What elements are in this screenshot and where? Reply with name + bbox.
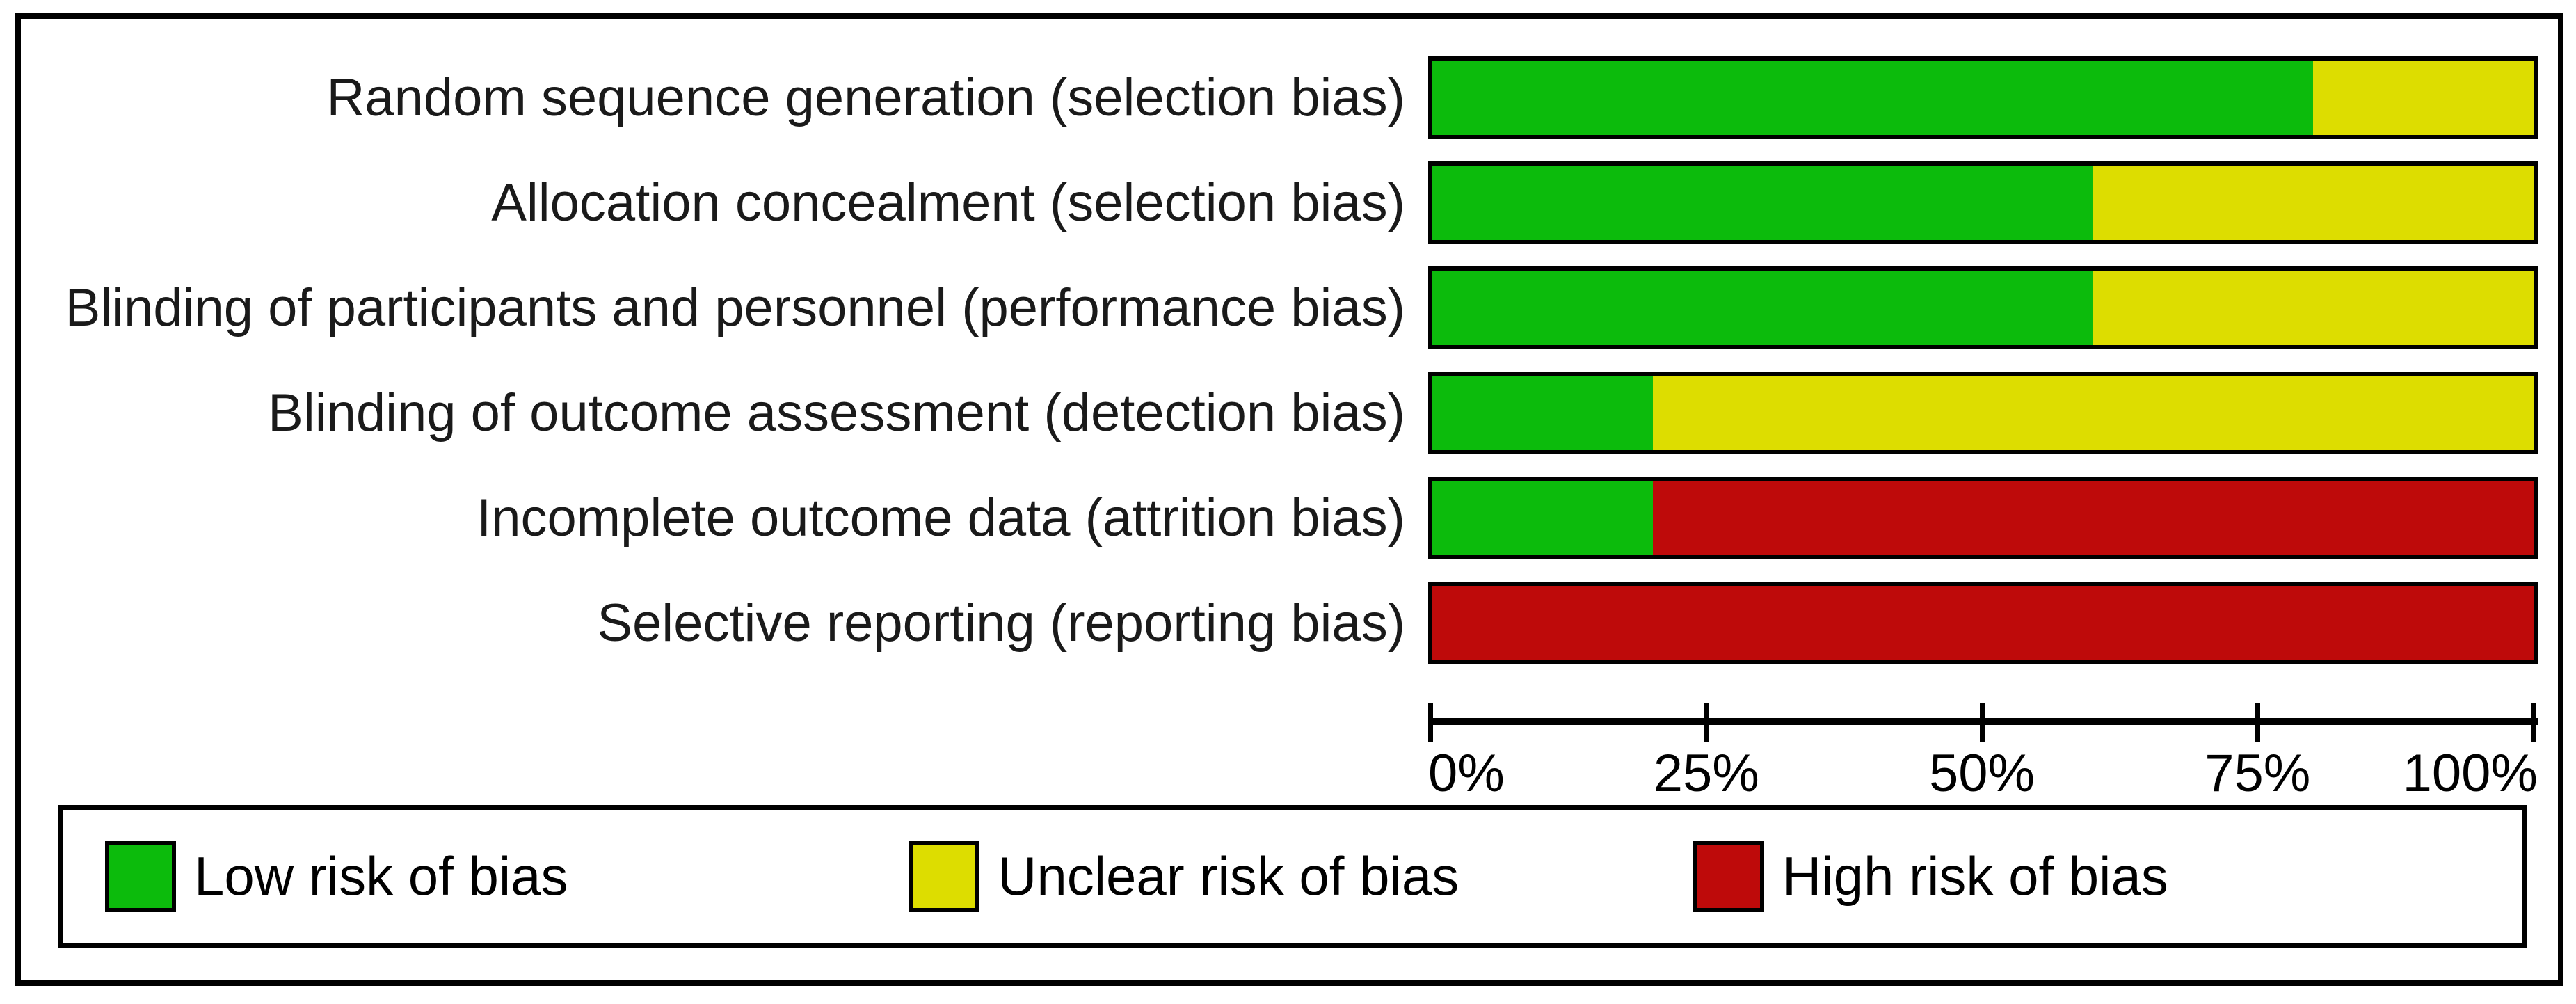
legend-entry-high: High risk of bias [1693, 810, 2168, 943]
bar-segment-low [1432, 61, 2314, 135]
legend-swatch-high [1693, 840, 1764, 912]
legend-swatch-low [105, 840, 176, 912]
axis-tick-label: 0% [1428, 744, 1505, 803]
category-label: Random sequence generation (selection bi… [326, 68, 1405, 127]
axis-tick [2255, 703, 2260, 742]
bar [1428, 582, 2538, 664]
axis-tick [2531, 703, 2536, 742]
bar-segment-high [1652, 481, 2534, 555]
category-label: Incomplete outcome data (attrition bias) [477, 488, 1405, 548]
legend-entry-low: Low risk of bias [105, 810, 568, 943]
legend-label: High risk of bias [1782, 845, 2168, 907]
axis-tick [1704, 703, 1709, 742]
bar [1428, 56, 2538, 139]
bar-segment-low [1432, 481, 1653, 555]
axis-tick-label: 25% [1653, 744, 1759, 803]
legend-label: Low risk of bias [194, 845, 568, 907]
bar-segment-low [1432, 166, 2093, 240]
category-label: Selective reporting (reporting bias) [597, 593, 1405, 653]
bar-segment-unclear [1652, 376, 2534, 450]
bar-segment-unclear [2093, 166, 2534, 240]
bar-segment-low [1432, 376, 1653, 450]
bar [1428, 477, 2538, 559]
category-label: Allocation concealment (selection bias) [491, 173, 1405, 232]
bar-segment-unclear [2313, 61, 2534, 135]
bar [1428, 266, 2538, 349]
legend-box: Low risk of bias Unclear risk of bias High… [58, 805, 2527, 948]
bar-segment-low [1432, 271, 2093, 345]
legend-swatch-unclear [909, 840, 979, 912]
bar [1428, 372, 2538, 454]
category-label: Blinding of outcome assessment (detectio… [268, 383, 1405, 443]
axis-tick-label: 75% [2205, 744, 2311, 803]
legend-label: Unclear risk of bias [998, 845, 1459, 907]
axis-tick-label: 100% [2402, 744, 2538, 803]
bar-segment-unclear [2093, 271, 2534, 345]
axis-tick [1428, 703, 1433, 742]
category-label: Blinding of participants and personnel (… [65, 278, 1405, 337]
bar-segment-high [1432, 586, 2534, 660]
figure-frame [15, 13, 2563, 986]
bar [1428, 161, 2538, 244]
axis-tick-label: 50% [1928, 744, 2035, 803]
legend-entry-unclear: Unclear risk of bias [909, 810, 1459, 943]
axis-tick [1979, 703, 1985, 742]
